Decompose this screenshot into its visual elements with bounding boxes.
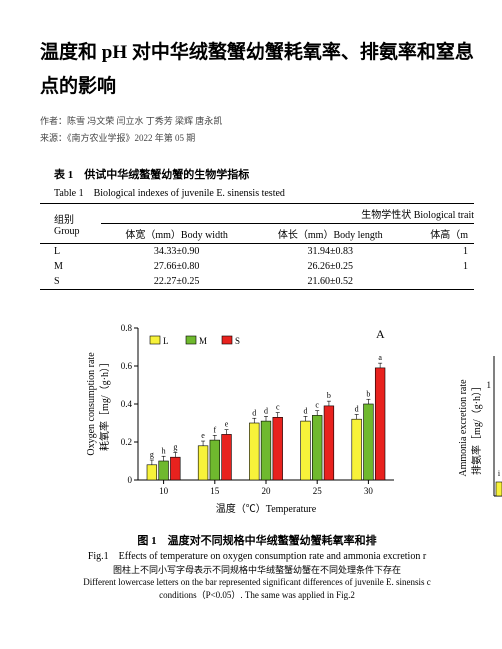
svg-text:0: 0 xyxy=(128,475,133,485)
svg-text:d: d xyxy=(355,405,359,414)
svg-text:c: c xyxy=(315,401,319,410)
svg-text:i: i xyxy=(498,469,501,478)
th-trait: 生物学性状 Biological trait xyxy=(101,204,474,224)
page-title: 温度和 pH 对中华绒螯蟹幼蟹耗氧率、排氨率和窒息点的影响 xyxy=(40,36,474,104)
svg-text:a: a xyxy=(378,354,382,363)
source-text: 《南方农业学报》2022 年第 05 期 xyxy=(67,133,195,143)
svg-text:10: 10 xyxy=(159,486,169,496)
svg-text:e: e xyxy=(225,420,229,429)
th-bl: 体长（mm）Body length xyxy=(253,224,408,244)
table-row: L 34.33±0.90 31.94±0.83 1 xyxy=(40,244,474,260)
table-row: M 27.66±0.80 26.26±0.25 1 xyxy=(40,259,474,274)
svg-text:A: A xyxy=(376,327,385,341)
figure-caption: 图 1 温度对不同规格中华绒螯蟹幼蟹耗氧率和排 Fig.1 Effects of… xyxy=(40,534,474,601)
svg-text:g: g xyxy=(150,450,154,459)
svg-text:温度（℃）Temperature: 温度（℃）Temperature xyxy=(216,502,317,515)
svg-text:b: b xyxy=(327,392,331,401)
svg-text:b: b xyxy=(366,390,370,399)
authors-label: 作者： xyxy=(40,116,67,126)
svg-text:S: S xyxy=(235,336,240,346)
authors-line: 作者：陈雪 冯文荣 闫立水 丁秀芳 梁辉 唐永凯 xyxy=(40,114,474,127)
svg-text:0.4: 0.4 xyxy=(121,399,133,409)
svg-text:25: 25 xyxy=(313,486,323,496)
fig-caption-cn: 图 1 温度对不同规格中华绒螯蟹幼蟹耗氧率和排 xyxy=(40,534,474,549)
ammonia-chart-partial: 1 Ammonia excretion rate排氨率［mg/（g·h）］ i xyxy=(458,338,502,518)
svg-text:d: d xyxy=(252,409,256,418)
svg-text:0.8: 0.8 xyxy=(121,323,133,333)
th-group: 组别Group xyxy=(40,204,101,244)
svg-text:耗氧率［mg/（g·h）］: 耗氧率［mg/（g·h）］ xyxy=(98,357,111,451)
authors-names: 陈雪 冯文荣 闫立水 丁秀芳 梁辉 唐永凯 xyxy=(67,116,222,126)
oxygen-chart: 00.20.40.60.810ghg15efe20ddc25dcb30dba温度… xyxy=(76,316,406,516)
th-bw: 体宽（mm）Body width xyxy=(101,224,253,244)
svg-text:0.6: 0.6 xyxy=(121,361,133,371)
fig-caption-en: Fig.1 Effects of temperature on oxygen c… xyxy=(40,550,474,564)
svg-text:1: 1 xyxy=(487,380,492,390)
table-row: S 22.27±0.25 21.60±0.52 xyxy=(40,274,474,290)
svg-text:排氨率［mg/（g·h）］: 排氨率［mg/（g·h）］ xyxy=(470,381,483,475)
svg-text:Ammonia excretion rate: Ammonia excretion rate xyxy=(458,379,469,477)
table-caption-cn: 表 1 供试中华绒螯蟹幼蟹的生物学指标 xyxy=(40,166,474,182)
svg-text:20: 20 xyxy=(262,486,272,496)
table-caption-en: Table 1 Biological indexes of juvenile E… xyxy=(40,184,474,199)
source-label: 来源： xyxy=(40,133,67,143)
th-bh: 体高（m xyxy=(408,224,474,244)
svg-text:Oxygen consumption rate: Oxygen consumption rate xyxy=(86,352,97,456)
svg-text:0.2: 0.2 xyxy=(121,437,132,447)
source-line: 来源：《南方农业学报》2022 年第 05 期 xyxy=(40,131,474,144)
svg-text:M: M xyxy=(199,336,207,346)
fig-note-en1: Different lowercase letters on the bar r… xyxy=(40,576,474,589)
svg-text:d: d xyxy=(303,407,307,416)
svg-text:g: g xyxy=(173,443,177,452)
fig-note-cn: 图柱上不同小写字母表示不同规格中华绒螯蟹幼蟹在不同处理条件下存在 xyxy=(40,564,474,577)
svg-text:30: 30 xyxy=(364,486,374,496)
svg-text:c: c xyxy=(276,403,280,412)
svg-text:L: L xyxy=(163,336,169,346)
svg-text:h: h xyxy=(162,447,166,456)
svg-text:d: d xyxy=(264,407,268,416)
fig-note-en2: conditions（P<0.05）. The same was applied… xyxy=(40,589,474,602)
svg-text:e: e xyxy=(201,431,205,440)
biological-table: 组别Group 生物学性状 Biological trait 体宽（mm）Bod… xyxy=(40,203,474,290)
svg-text:f: f xyxy=(213,426,216,435)
svg-text:15: 15 xyxy=(210,486,220,496)
